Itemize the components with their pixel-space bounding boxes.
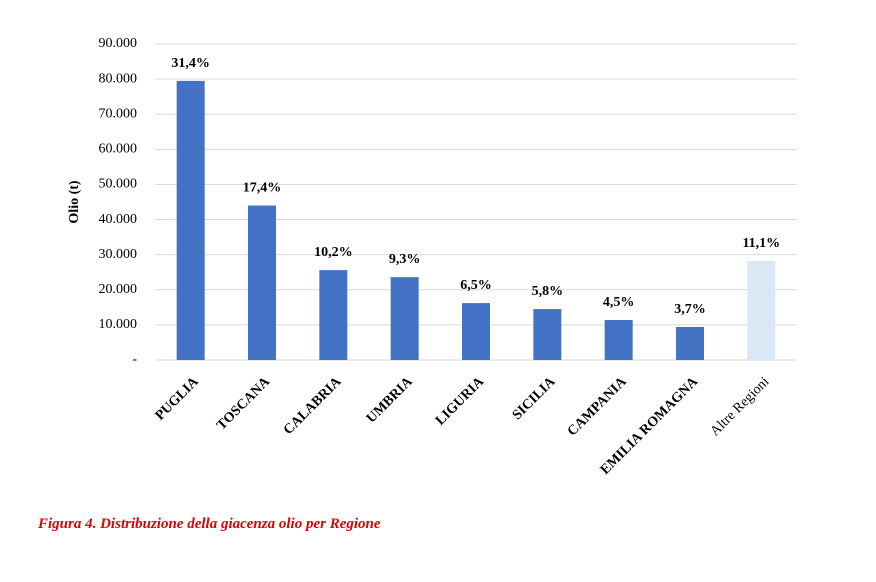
data-label: 17,4% xyxy=(243,181,282,196)
y-tick-label: - xyxy=(132,352,137,367)
y-tick-label: 10.000 xyxy=(99,317,138,332)
x-tick-label: UMBRIA xyxy=(364,374,416,426)
data-label: 6,5% xyxy=(460,278,492,293)
bar xyxy=(390,277,419,360)
y-tick-label: 60.000 xyxy=(99,142,138,157)
bar xyxy=(676,326,704,360)
x-tick-label: SICILIA xyxy=(510,374,559,423)
bar xyxy=(747,260,776,360)
x-tick-label: LIGURIA xyxy=(433,374,488,429)
data-label: 5,8% xyxy=(532,284,564,299)
data-label: 31,4% xyxy=(171,56,210,71)
data-label: 3,7% xyxy=(674,302,706,317)
x-tick-label: TOSCANA xyxy=(214,374,273,433)
x-tick-label: CALABRIA xyxy=(281,374,345,438)
data-label: 4,5% xyxy=(603,295,635,310)
y-tick-label: 90.000 xyxy=(99,36,138,51)
y-tick-label: 30.000 xyxy=(99,247,138,262)
data-label: 11,1% xyxy=(742,236,780,251)
y-tick-label: 80.000 xyxy=(99,71,138,86)
y-axis-title: Olio (t) xyxy=(67,180,82,223)
y-tick-label: 50.000 xyxy=(99,177,138,192)
bar xyxy=(319,270,348,360)
caption: Figura 4. Distribuzione della giacenza o… xyxy=(37,516,381,532)
y-tick-label: 40.000 xyxy=(99,212,138,227)
bar xyxy=(604,319,633,360)
x-tick-label: Altre Regioni xyxy=(708,374,773,439)
y-tick-label: 20.000 xyxy=(99,282,138,297)
data-label: 10,2% xyxy=(314,245,353,260)
bar xyxy=(533,309,562,360)
x-tick-label: CAMPANIA xyxy=(565,374,630,439)
bar xyxy=(462,303,490,360)
bar xyxy=(248,205,276,360)
bar xyxy=(176,80,205,360)
y-tick-label: 70.000 xyxy=(99,106,138,121)
data-label: 9,3% xyxy=(389,252,421,267)
x-tick-label: PUGLIA xyxy=(153,374,203,424)
